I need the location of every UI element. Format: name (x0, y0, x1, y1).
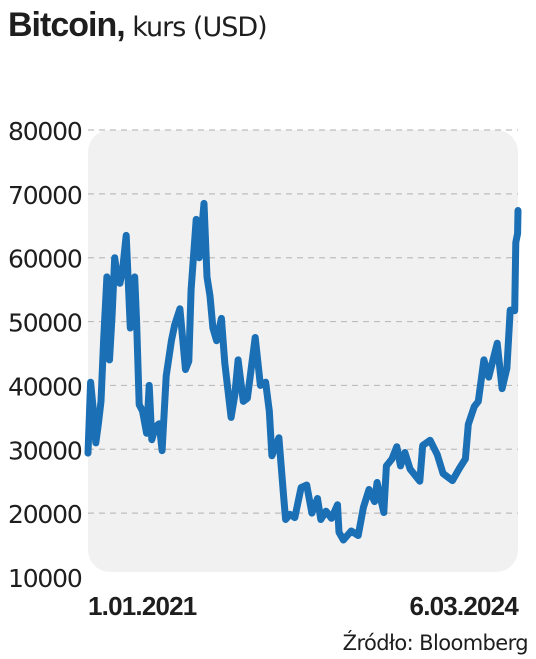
y-tick-label: 20000 (8, 500, 82, 529)
y-tick-label: 30000 (8, 436, 82, 465)
chart-title: Bitcoin, kurs (USD) (8, 6, 268, 45)
price-series-line (84, 199, 522, 544)
x-tick-label: 1.01.2021 (88, 591, 197, 621)
y-tick-label: 70000 (8, 181, 82, 210)
gridlines (88, 129, 518, 514)
y-tick-label: 60000 (8, 245, 82, 274)
y-tick-label: 40000 (8, 372, 82, 401)
y-axis-tick-labels: 10000 20000 30000 40000 50000 60000 70000 80000 (8, 117, 83, 593)
y-tick-label: 50000 (8, 309, 82, 338)
x-tick-label: 6.03.2024 (410, 591, 520, 621)
y-tick-label: 10000 (8, 564, 82, 593)
source-note: Źródło: Bloomberg (342, 631, 529, 655)
plot-background (88, 130, 518, 572)
x-axis-tick-labels: 1.01.2021 6.03.2024 (88, 591, 520, 621)
y-tick-label: 80000 (8, 117, 82, 146)
chart-title-main: Bitcoin, (8, 6, 126, 44)
chart-title-sub: kurs (USD) (124, 12, 267, 43)
